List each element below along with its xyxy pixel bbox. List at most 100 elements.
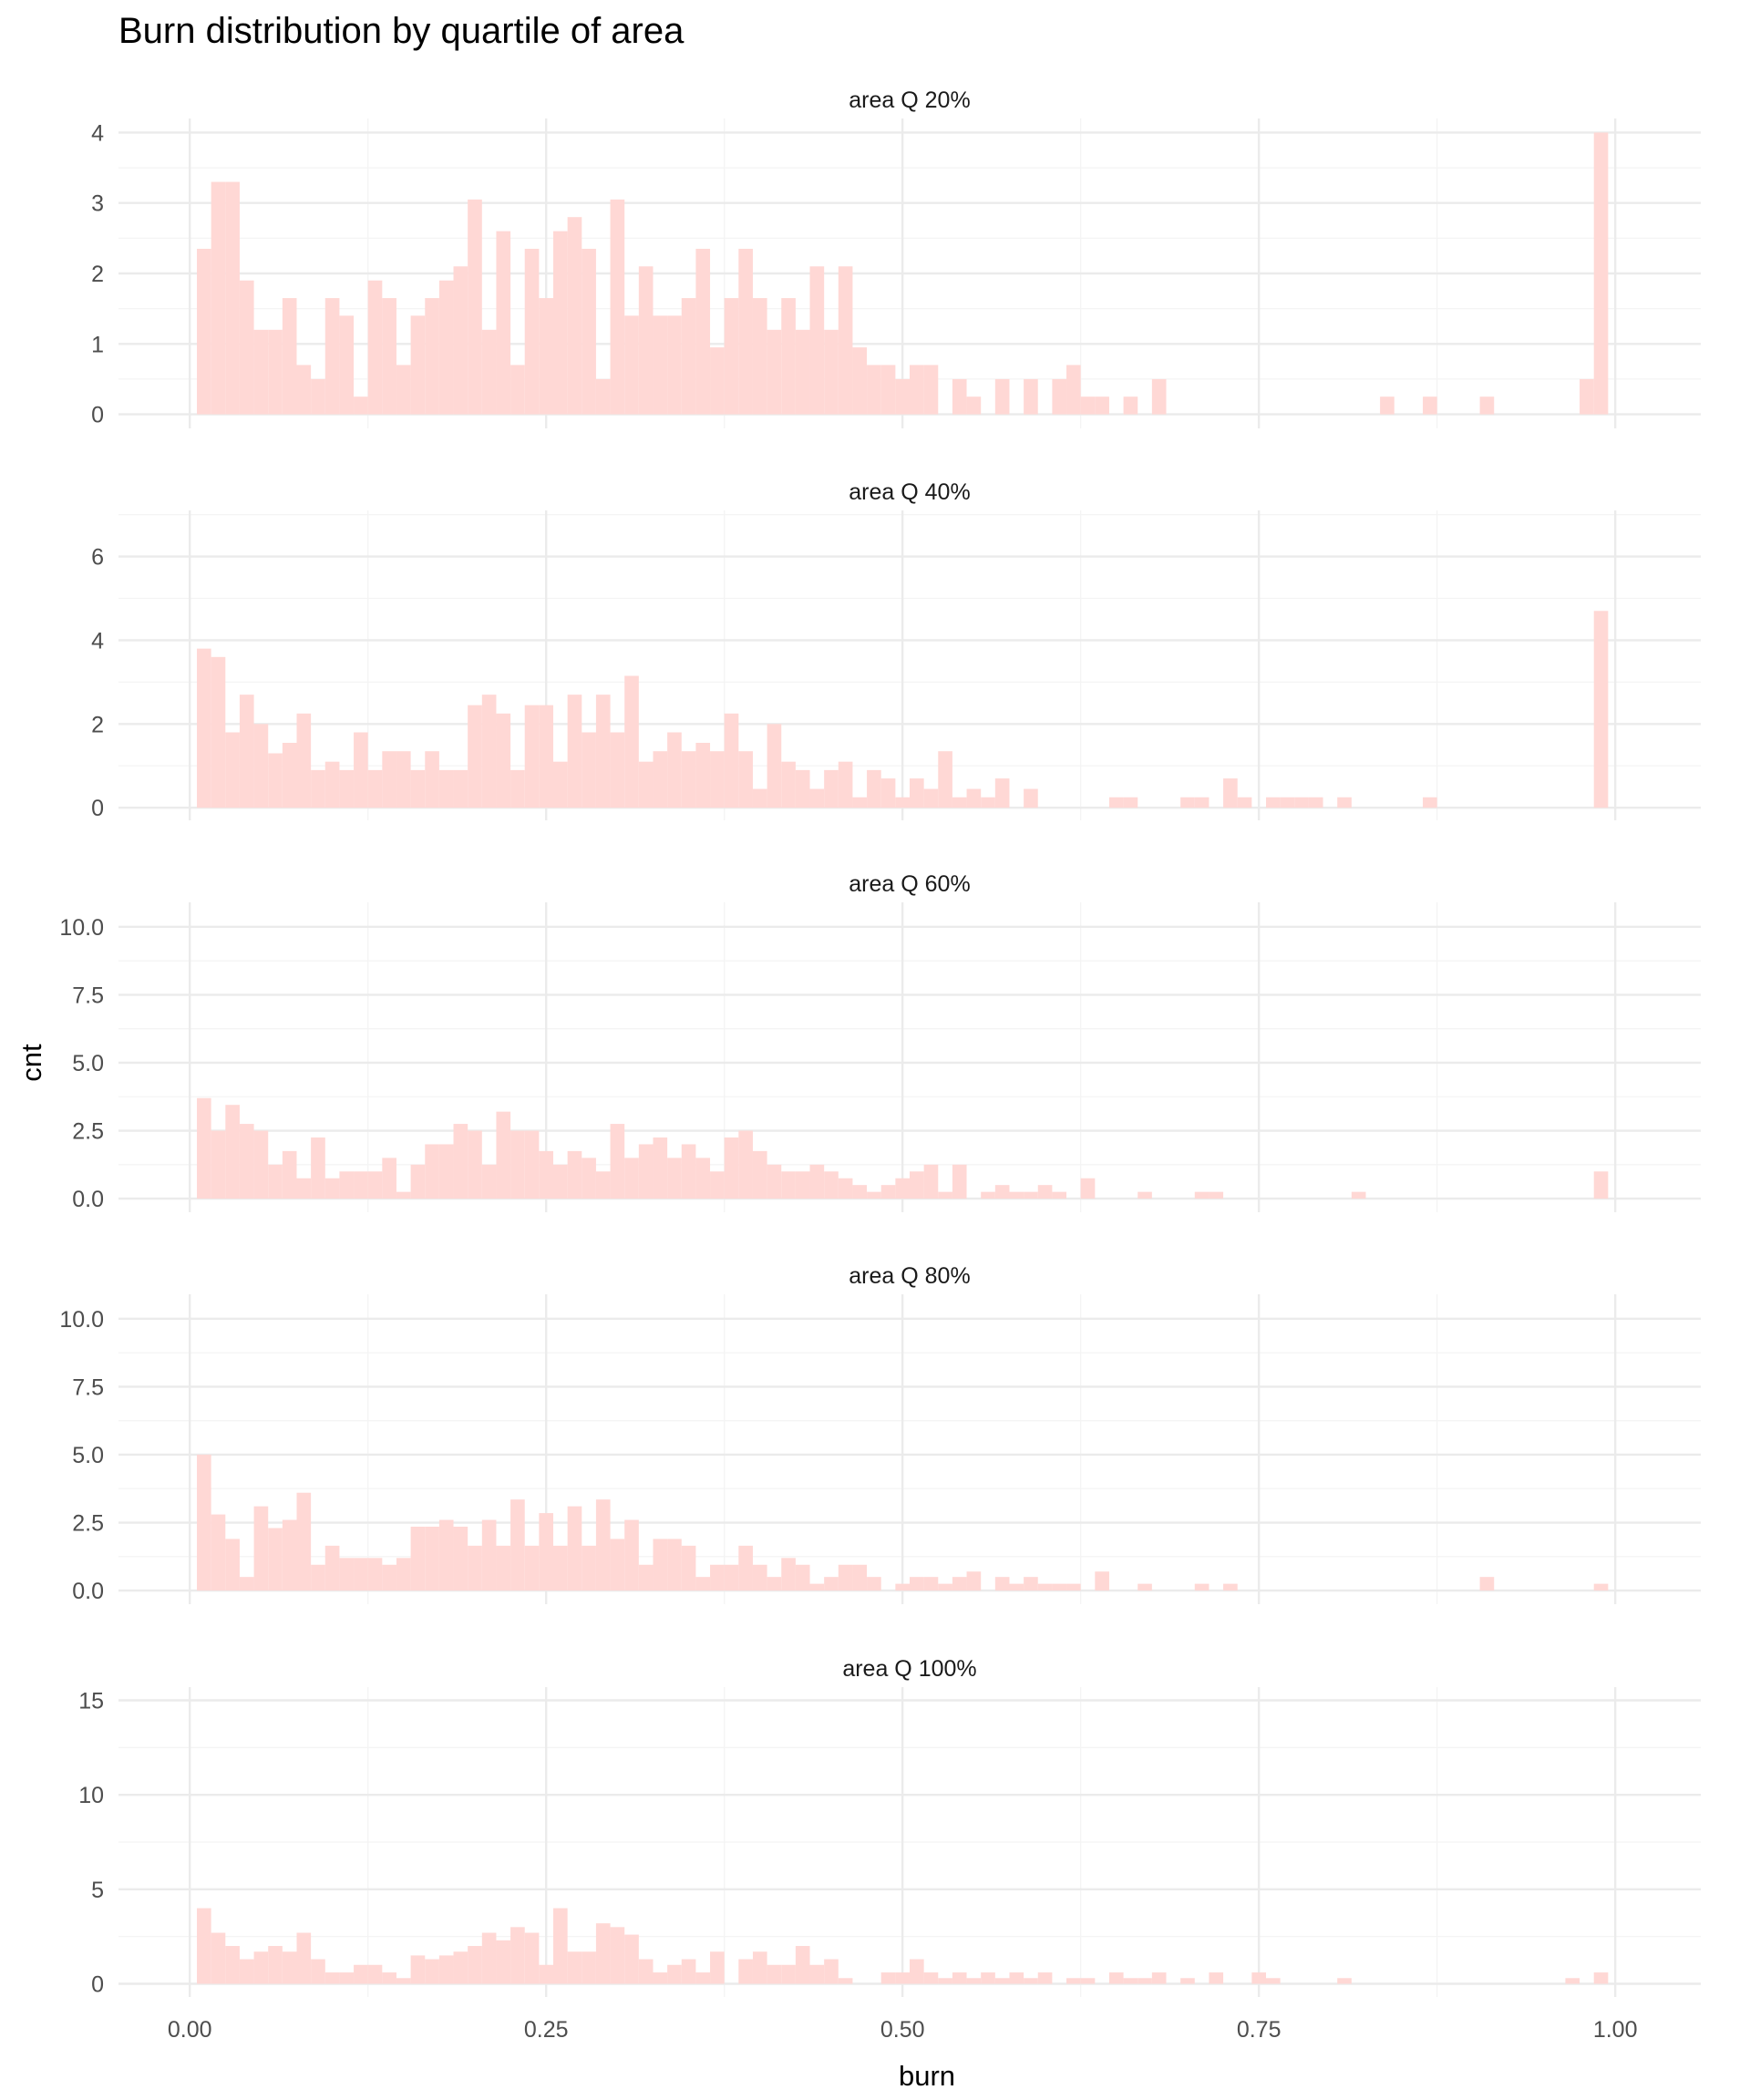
histogram-bar (724, 713, 739, 808)
histogram-bar (481, 1164, 497, 1199)
y-tick-label: 3 (91, 191, 104, 217)
histogram-bar (382, 1972, 396, 1984)
histogram-bar (923, 1972, 939, 1984)
histogram-bar (438, 1519, 454, 1591)
histogram-bar (923, 1164, 939, 1199)
histogram-bar (1223, 1583, 1238, 1591)
histogram-bar (1565, 1978, 1580, 1984)
histogram-bar (1251, 1972, 1266, 1984)
histogram-bar (867, 365, 881, 415)
histogram-bar (539, 1150, 554, 1199)
histogram-bar (1080, 1178, 1096, 1199)
histogram-bar (1580, 378, 1594, 415)
histogram-bar (767, 724, 782, 808)
histogram-bar (1294, 797, 1309, 808)
histogram-bar (553, 1545, 568, 1591)
histogram-bar (681, 298, 696, 415)
histogram-bar (496, 713, 511, 808)
histogram-bar (695, 1577, 711, 1591)
x-tick-label: 1.00 (1593, 2017, 1638, 2043)
facet-panel: area Q 80% 0.0 2.5 5.0 7.5 10.0 (59, 1263, 1701, 1604)
histogram-bar (895, 797, 910, 808)
histogram-bar (268, 753, 283, 808)
histogram-bar (253, 1506, 269, 1591)
histogram-bar (453, 1527, 468, 1591)
histogram-bar (923, 1577, 939, 1591)
histogram-bar (1423, 396, 1437, 415)
histogram-bar (468, 1545, 482, 1591)
histogram-bar (738, 1545, 753, 1591)
histogram-bar (553, 761, 568, 808)
histogram-bar (624, 675, 639, 808)
histogram-bar (1593, 1171, 1609, 1199)
histogram-bar (595, 1923, 611, 1984)
histogram-bar (667, 732, 682, 808)
histogram-bar (1194, 1191, 1210, 1199)
histogram-bar (1123, 797, 1138, 808)
histogram-bar (1024, 1191, 1038, 1199)
histogram-bar (1024, 378, 1038, 415)
histogram-bar (624, 1519, 639, 1591)
histogram-bar (880, 1185, 896, 1199)
histogram-bar (610, 732, 625, 808)
histogram-bar (809, 266, 825, 415)
histogram-bar (354, 1171, 368, 1199)
histogram-bar (653, 1137, 668, 1199)
x-tick-label: 0.00 (168, 2017, 212, 2043)
y-tick-label: 7.5 (72, 1374, 104, 1400)
histogram-bar (910, 1577, 924, 1591)
histogram-bar (1037, 1185, 1053, 1199)
histogram-bar (282, 1519, 297, 1591)
histogram-bar (880, 365, 896, 415)
histogram-bar (795, 1171, 810, 1199)
histogram-bar (852, 1564, 868, 1591)
histogram-bar (268, 1528, 283, 1591)
histogram-bar (1052, 1191, 1067, 1199)
histogram-bar (553, 231, 568, 415)
histogram-bar (1423, 797, 1437, 808)
histogram-bar (595, 378, 611, 415)
histogram-bar (481, 1932, 497, 1984)
histogram-bar (425, 1527, 439, 1591)
histogram-bar (225, 1105, 240, 1199)
histogram-bar (952, 1577, 967, 1591)
histogram-bar (952, 797, 967, 808)
histogram-bar (339, 1558, 355, 1591)
histogram-bar (738, 248, 753, 415)
histogram-bar (510, 769, 525, 808)
histogram-bar (1265, 797, 1281, 808)
histogram-bar (653, 1972, 668, 1984)
y-tick-label: 1 (91, 332, 104, 357)
histogram-bar (582, 1158, 596, 1199)
histogram-bar (638, 1144, 654, 1199)
histogram-bar (923, 788, 939, 808)
histogram-bar (781, 761, 796, 808)
histogram-bar (211, 181, 226, 415)
histogram-bar (396, 1558, 411, 1591)
histogram-bar (253, 724, 269, 808)
facet-strip-label: area Q 80% (849, 1263, 970, 1289)
histogram-bar (1479, 1577, 1495, 1591)
histogram-bar (938, 751, 952, 808)
histogram-bar (1380, 396, 1395, 415)
histogram-bar (311, 769, 325, 808)
y-tick-label: 5.0 (72, 1051, 104, 1076)
histogram-bar (610, 1927, 625, 1984)
histogram-bar (724, 298, 739, 415)
histogram-bar (1066, 1978, 1081, 1984)
histogram-bar (994, 378, 1010, 415)
histogram-bar (981, 1972, 995, 1984)
histogram-bar (324, 1545, 340, 1591)
histogram-bar (425, 751, 439, 808)
facet-panels: area Q 20% 0 1 2 3 4 area Q 40% 0 2 4 6 area Q 60% 0… (59, 88, 1701, 1997)
histogram-bar (966, 788, 982, 808)
histogram-bar (425, 1144, 439, 1199)
histogram-bar (253, 1951, 269, 1984)
histogram-bar (253, 329, 269, 415)
histogram-bar (1138, 1978, 1152, 1984)
histogram-bar (966, 1978, 982, 1984)
histogram-bar (197, 248, 211, 415)
histogram-bar (838, 1978, 853, 1984)
histogram-bar (539, 1964, 554, 1984)
